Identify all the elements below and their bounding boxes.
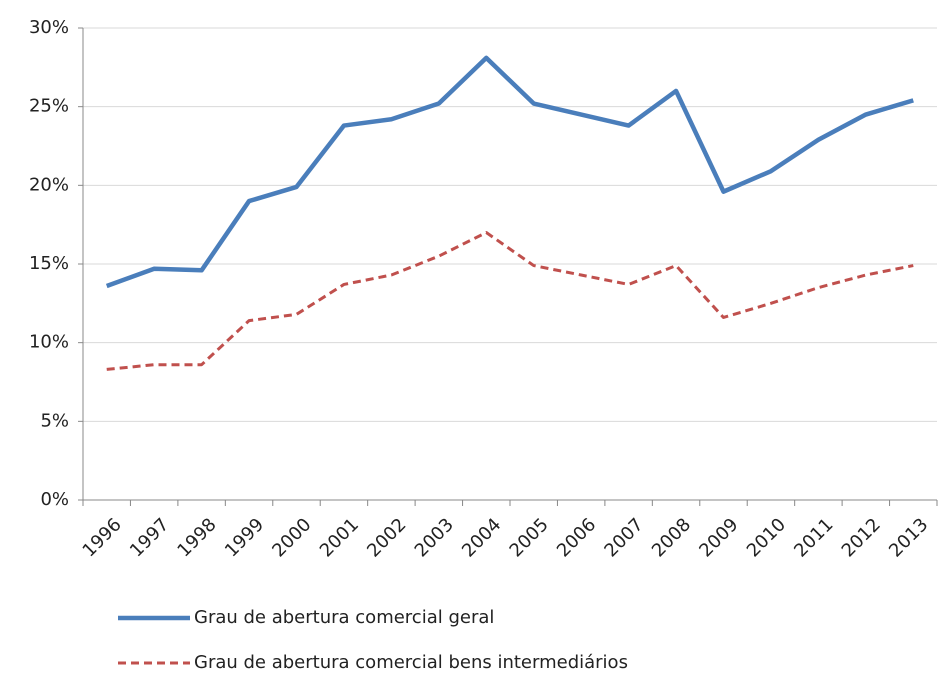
y-tick-label: 10% [29, 332, 69, 353]
x-tick-label: 2003 [411, 514, 458, 561]
x-tick-label: 2011 [790, 514, 837, 561]
y-tick-label: 15% [29, 253, 69, 274]
x-tick-label: 1997 [126, 514, 173, 561]
x-tick-label: 2013 [885, 514, 932, 561]
x-tick-label: 2009 [695, 514, 742, 561]
x-tick-label: 2001 [316, 514, 363, 561]
x-tick-label: 2005 [506, 514, 553, 561]
series-line [106, 231, 914, 371]
y-tick-label: 20% [29, 174, 69, 195]
x-tick-label: 1996 [79, 514, 126, 561]
y-tick-label: 30% [29, 17, 69, 38]
x-tick-label: 2006 [553, 514, 600, 561]
legend-label: Grau de abertura comercial geral [194, 607, 494, 628]
y-tick-label: 5% [40, 410, 69, 431]
legend-label: Grau de abertura comercial bens intermed… [194, 652, 628, 673]
x-tick-label: 2002 [363, 514, 410, 561]
x-tick-label: 1998 [173, 514, 220, 561]
x-tick-label: 2007 [600, 514, 647, 561]
y-tick-label: 0% [40, 489, 69, 510]
y-tick-label: 25% [29, 96, 69, 117]
x-tick-label: 2008 [648, 514, 695, 561]
series-line [105, 55, 914, 289]
x-tick-label: 2004 [458, 514, 505, 561]
x-tick-label: 2010 [743, 514, 790, 561]
x-tick-label: 1999 [221, 514, 268, 561]
x-tick-label: 2000 [268, 514, 315, 561]
x-tick-label: 2012 [838, 514, 885, 561]
